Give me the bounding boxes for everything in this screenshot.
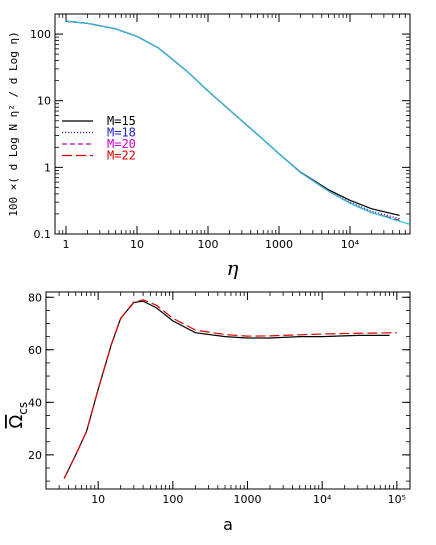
y-tick-label: 0.1 bbox=[34, 228, 52, 241]
x-tick-label: 10 bbox=[130, 238, 144, 251]
y-tick-label: 100 bbox=[30, 28, 51, 41]
y-axis-label: Ωcs bbox=[6, 402, 30, 429]
y-tick-label: 10 bbox=[37, 95, 51, 108]
series-line-5 bbox=[65, 19, 411, 225]
legend: M=15M=18M=20M=22 bbox=[62, 114, 136, 163]
x-tick-label: 100 bbox=[162, 493, 183, 506]
plot-frame bbox=[54, 13, 411, 235]
x-tick-label: 10⁴ bbox=[341, 238, 360, 251]
bottom-chart-panel: 10 100 1000 10⁴ 10⁵ 20 40 60 80 a Ωcs bbox=[6, 291, 411, 534]
y-tick-label: 80 bbox=[28, 291, 42, 304]
x-tick-label: 10⁵ bbox=[388, 493, 406, 506]
y-tick-label: 20 bbox=[28, 449, 42, 462]
x-tick-label: 100 bbox=[197, 238, 218, 251]
legend-label: M=20 bbox=[107, 137, 136, 151]
x-tick-label: 1000 bbox=[265, 238, 293, 251]
series-line-2 bbox=[63, 299, 397, 479]
plot-frame bbox=[45, 291, 411, 490]
y-axis-label: 100 ×( d Log N η² / d Log η) bbox=[7, 31, 20, 216]
x-tick-label: 10 bbox=[91, 493, 105, 506]
x-tick-label: 1000 bbox=[234, 493, 262, 506]
legend-label: M=18 bbox=[107, 126, 136, 140]
x-axis-label: a bbox=[223, 515, 233, 534]
x-axis-label: η bbox=[227, 256, 239, 280]
x-tick-label: 1 bbox=[62, 238, 69, 251]
legend-label: M=22 bbox=[107, 149, 136, 163]
y-axis-label-text: Ωcs bbox=[6, 402, 30, 429]
y-tick-label: 1 bbox=[44, 161, 51, 174]
y-tick-label: 40 bbox=[28, 396, 42, 409]
y-tick-label: 60 bbox=[28, 344, 42, 357]
legend-label: M=15 bbox=[107, 114, 136, 128]
x-tick-label: 10⁴ bbox=[313, 493, 332, 506]
top-chart-panel: 1 10 100 1000 10⁴ 0.1 1 10 100 η 100 ×( d Log N η²… bbox=[7, 13, 411, 280]
series-line-1 bbox=[63, 300, 390, 479]
